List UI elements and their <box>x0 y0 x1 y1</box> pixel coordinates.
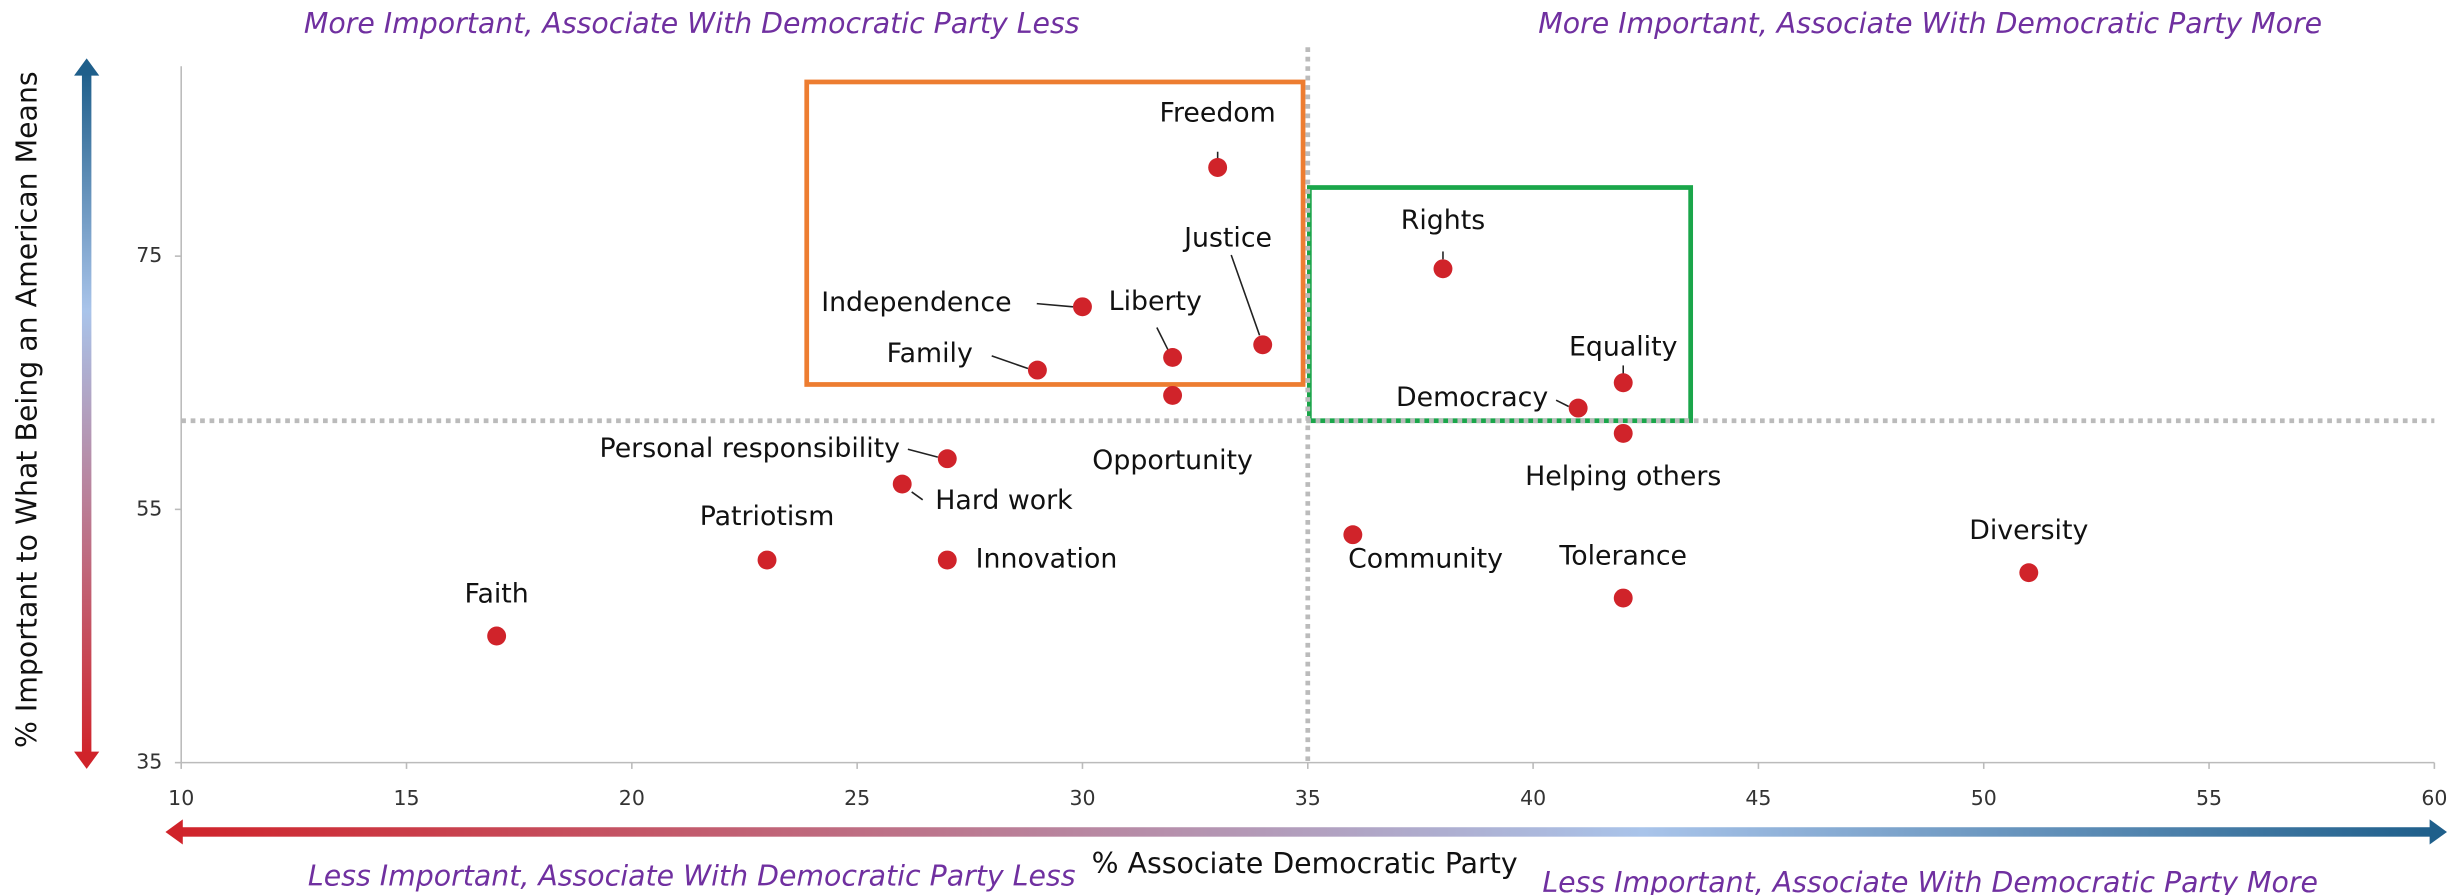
point-label: Helping others <box>1525 461 1721 492</box>
gradient-arrows <box>74 58 2447 845</box>
point-label: Patriotism <box>700 501 835 532</box>
point-label: Innovation <box>976 544 1118 575</box>
point-label: Community <box>1348 543 1503 574</box>
point <box>1163 347 1183 367</box>
point <box>937 449 957 469</box>
point-label: Independence <box>821 287 1011 318</box>
x-tick-label: 30 <box>1069 786 1095 810</box>
x-tick-label: 20 <box>619 786 645 810</box>
point <box>487 626 507 646</box>
point-label: Personal responsibility <box>600 433 901 464</box>
point <box>1208 158 1228 177</box>
x-tick-label: 10 <box>168 786 194 810</box>
point <box>937 550 957 570</box>
x-tick-label: 45 <box>1745 786 1771 810</box>
point-label: Faith <box>465 579 529 610</box>
y-tick-label: 75 <box>136 243 162 267</box>
point-label: Liberty <box>1109 286 1202 317</box>
x-tick-label: 50 <box>1971 786 1997 810</box>
point-label: Democracy <box>1396 382 1548 413</box>
point <box>1613 373 1633 393</box>
quadrant-label: More Important, Associate With Democrati… <box>304 7 1080 40</box>
leader-line <box>1230 254 1261 336</box>
point <box>1568 398 1588 418</box>
quadrant-label: Less Important, Associate With Democrati… <box>308 860 1076 893</box>
point <box>1163 385 1183 405</box>
point-label: Hard work <box>935 485 1073 516</box>
x-tick-label: 35 <box>1295 786 1321 810</box>
y-axis-title: % Important to What Being an American Me… <box>10 71 43 748</box>
leader-line <box>1156 327 1169 350</box>
point-label: Tolerance <box>1558 541 1687 572</box>
point <box>1027 360 1047 380</box>
point-label: Freedom <box>1160 97 1276 128</box>
quadrant-label: Less Important, Associate With Democrati… <box>1542 866 2318 895</box>
x-tick-label: 15 <box>393 786 419 810</box>
point <box>2019 563 2039 583</box>
point <box>1613 423 1633 443</box>
point-label: Equality <box>1569 332 1678 363</box>
x-tick-label: 55 <box>2196 786 2222 810</box>
point-label: Opportunity <box>1092 445 1253 476</box>
y-tick-label: 55 <box>136 496 162 520</box>
point <box>892 474 912 494</box>
x-tick-label: 25 <box>844 786 870 810</box>
point <box>757 550 777 570</box>
highlight-box <box>804 79 1306 387</box>
x-tick-label: 40 <box>1520 786 1546 810</box>
point <box>1073 297 1092 317</box>
leader-line <box>911 491 924 501</box>
quadrant-label: More Important, Associate With Democrati… <box>1538 7 2322 40</box>
y-tick-label: 35 <box>136 750 162 774</box>
point-label: Rights <box>1401 205 1485 236</box>
x-axis-title: % Associate Democratic Party <box>1092 847 1518 880</box>
leader-line <box>991 355 1029 370</box>
leader-line <box>1036 302 1074 308</box>
point <box>1613 588 1633 608</box>
point-label: Family <box>887 338 973 369</box>
point <box>1433 259 1453 279</box>
point-label: Diversity <box>1969 515 2088 546</box>
point <box>1343 525 1363 545</box>
leader-line <box>1555 399 1570 408</box>
point-label: Justice <box>1182 223 1272 254</box>
point <box>1253 335 1273 355</box>
x-tick-label: 60 <box>2421 786 2447 810</box>
leader-line <box>907 448 939 458</box>
